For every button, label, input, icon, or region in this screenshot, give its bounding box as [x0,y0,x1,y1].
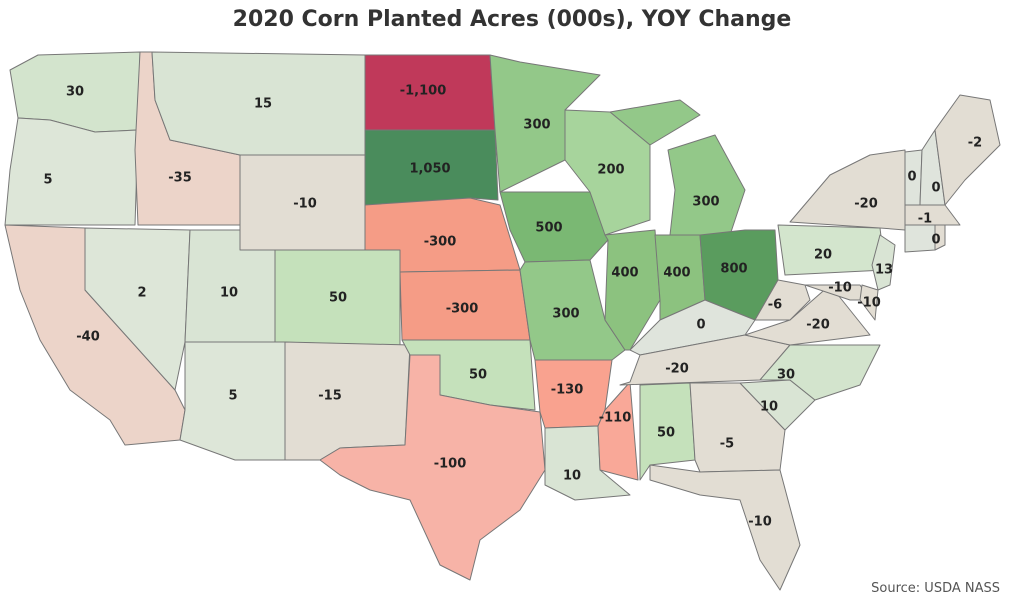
state-shape [4,117,139,226]
state-shape [639,382,696,481]
state-value-label: -1,100 [400,84,447,99]
state-value-label: 20 [814,248,832,263]
state-value-label: -300 [424,235,457,250]
state-value-label: 10 [220,286,238,301]
state-value-label: -20 [854,197,878,212]
state-value-label: -6 [768,298,782,313]
state-value-label: 30 [777,368,795,383]
state-shape [597,381,639,481]
state-value-label: -20 [665,362,689,377]
state-shape [904,224,936,253]
state-value-label: 10 [760,400,778,415]
state-value-label: 15 [254,97,272,112]
state-shape [84,227,191,391]
state-value-label: 50 [329,291,347,306]
state-value-label: 0 [907,170,916,185]
state-value-label: 2 [137,286,146,301]
source-note: Source: USDA NASS [871,581,1000,596]
state-value-label: 400 [611,266,638,281]
state-value-label: -5 [720,437,734,452]
state-value-label: -100 [434,457,467,472]
state-value-label: 5 [228,389,237,404]
state-value-label: -300 [446,302,479,317]
state-value-label: 50 [657,426,675,441]
state-value-label: -130 [551,383,584,398]
state-value-label: -10 [293,197,317,212]
state-shape [754,279,811,321]
state-value-label: -10 [748,515,772,530]
state-value-label: 13 [875,263,893,278]
state-shape [859,284,879,321]
state-value-label: 50 [469,368,487,383]
state-value-label: 500 [535,221,562,236]
state-value-label: 300 [552,307,579,322]
state-value-label: -2 [968,136,982,151]
state-shape [871,234,896,291]
state-value-label: -10 [828,281,852,296]
state-shape [904,204,961,226]
state-value-label: -15 [318,389,342,404]
state-value-label: 200 [597,163,624,178]
state-shape [667,134,746,236]
map-title: 2020 Corn Planted Acres (000s), YOY Chan… [233,7,792,32]
state-shape [649,464,801,591]
state-value-label: 400 [663,266,690,281]
state-value-label: 5 [43,173,52,188]
state-value-label: -10 [857,296,881,311]
state-value-label: -110 [599,411,632,426]
state-value-label: 300 [692,195,719,210]
state-value-label: -20 [806,318,830,333]
state-value-label: 1,050 [409,162,450,177]
state-value-label: 30 [66,85,84,100]
state-value-label: 0 [931,233,940,248]
state-value-label: 0 [931,181,940,196]
state-value-label: -40 [76,330,100,345]
state-value-label: -1 [918,212,932,227]
state-shape [744,284,871,346]
state-value-label: 0 [696,318,705,333]
state-value-label: -35 [168,171,192,186]
state-shape [564,109,651,236]
state-shape [284,341,411,461]
state-shape [789,149,906,231]
state-value-label: 10 [563,469,581,484]
state-value-label: 300 [523,118,550,133]
state-value-label: 800 [720,262,747,277]
states [4,51,1001,591]
